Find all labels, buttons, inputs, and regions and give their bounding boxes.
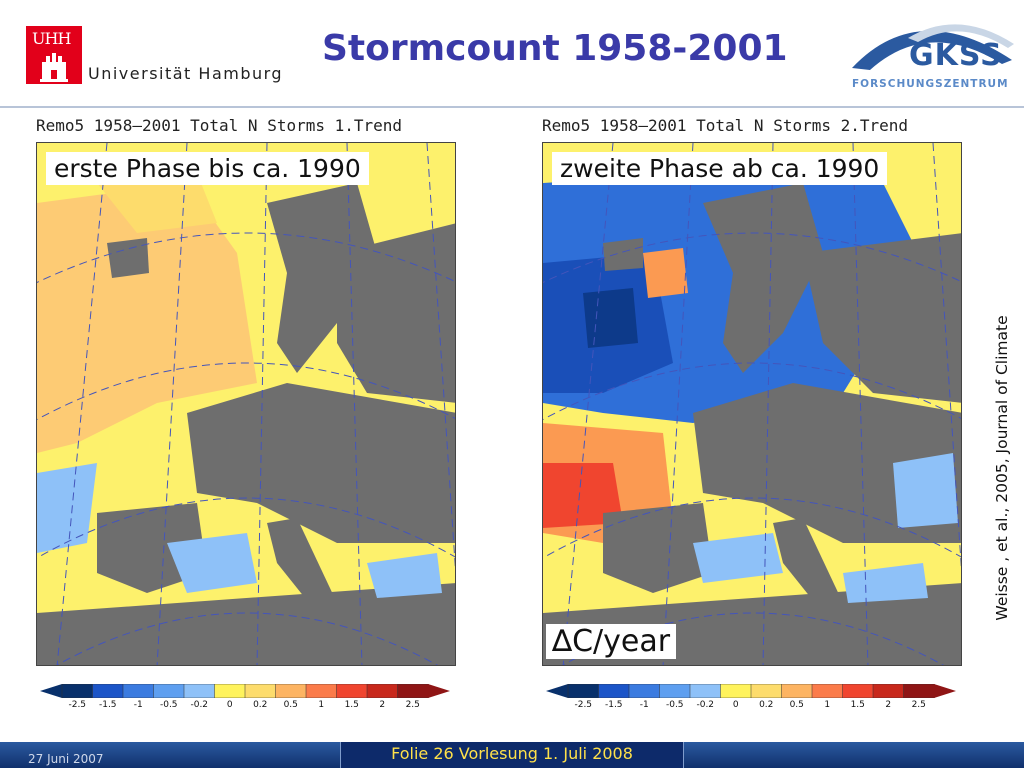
colorbar-tick-label: -1 [133, 700, 143, 710]
colorbar-segment [903, 684, 935, 698]
footer-slide-label: Folie 26 Vorlesung 1. Juli 2008 [391, 744, 633, 763]
colorbar-tick-label: 2.5 [911, 700, 926, 710]
trend-map-left [36, 142, 456, 666]
footer-date: 27 Juni 2007 [28, 752, 104, 766]
colorbar-tick-label: -0.5 [159, 700, 178, 710]
colorbar-segment [689, 684, 722, 698]
colorbar-segment [659, 684, 691, 698]
institute-name: GKSS [909, 38, 1003, 73]
trend-map-left-svg [37, 143, 455, 665]
colorbar-tick-label: 0 [226, 700, 233, 710]
colorbar-segment [366, 684, 399, 698]
colorbar-segment [244, 684, 277, 698]
colorbar-segment [214, 684, 246, 698]
colorbar-tick-label: 0.5 [789, 700, 804, 710]
colorbar-tick-label: 1 [824, 700, 831, 710]
colorbar-segment [275, 684, 307, 698]
colorbar-tick-label: 0.2 [253, 700, 268, 710]
colorbar-segment [598, 684, 630, 698]
university-name: Universität Hamburg [88, 64, 284, 83]
colorbar-segment [842, 684, 874, 698]
colorbar-tick-label: -1 [639, 700, 649, 710]
colorbar-tick-label: 1 [318, 700, 325, 710]
colorbar-segment [336, 684, 368, 698]
colorbar-tick-label: 2.5 [405, 700, 420, 710]
colorbar-tick-label: -0.2 [696, 700, 715, 710]
colorbar-tick-label: -1.5 [98, 700, 117, 710]
colorbar-max-arrow [428, 684, 450, 698]
colorbar-tick-label: 0.2 [759, 700, 774, 710]
colorbar-tick-label: -0.5 [665, 700, 684, 710]
colorbar-tick-label: -0.2 [190, 700, 209, 710]
university-logo-text: UHH [32, 29, 71, 48]
citation: Weisse , et al., 2005, Journal of Climat… [993, 315, 1011, 621]
colorbar-segment [153, 684, 185, 698]
panel-caption-right: Remo5 1958—2001 Total N Storms 2.Trend [542, 116, 909, 135]
colorbar-min-arrow [40, 684, 62, 698]
colorbar-segment [872, 684, 905, 698]
colorbar-segment [92, 684, 124, 698]
colorbar-segment [811, 684, 844, 698]
colorbar-tick-label: -1.5 [604, 700, 623, 710]
trend-map-right [542, 142, 962, 666]
colorbar-segment [781, 684, 813, 698]
gkss-swoosh-icon [852, 24, 1014, 70]
colorbar-tick-label: 1.5 [344, 700, 359, 710]
colorbar-tick-label: -2.5 [68, 700, 87, 710]
colorbar-tick-label: 2 [379, 700, 386, 710]
colorbar-segment [305, 684, 338, 698]
page-title: Stormcount 1958-2001 [322, 28, 788, 69]
colorbar-segment [397, 684, 429, 698]
colorbar-right [546, 684, 956, 698]
colorbar-segment [61, 684, 94, 698]
colorbar-segment [750, 684, 783, 698]
trend-map-right-svg [543, 143, 961, 665]
colorbar-tick-label: 0.5 [283, 700, 298, 710]
colorbar-min-arrow [546, 684, 568, 698]
institute-subtitle: FORSCHUNGSZENTRUM [852, 78, 1009, 90]
colorbar-tick-label: 1.5 [850, 700, 865, 710]
header-divider [0, 106, 1024, 108]
university-logo: UHH [26, 26, 82, 84]
colorbar-segment [567, 684, 600, 698]
colorbar-tick-label: 0 [732, 700, 739, 710]
colorbar-segment [720, 684, 752, 698]
colorbar-segment [122, 684, 155, 698]
colorbar-max-arrow [934, 684, 956, 698]
footer-slide-box [340, 742, 684, 768]
colorbar-tick-label: -2.5 [574, 700, 593, 710]
colorbar-left [40, 684, 450, 698]
castle-icon [40, 53, 68, 82]
colorbar-tick-label: 2 [885, 700, 892, 710]
panel-caption-left: Remo5 1958—2001 Total N Storms 1.Trend [36, 116, 403, 135]
unit-label: ∆C/year [546, 624, 677, 659]
phase-label-left: erste Phase bis ca. 1990 [46, 152, 369, 185]
colorbar-segment [628, 684, 661, 698]
colorbar-segment [183, 684, 216, 698]
phase-label-right: zweite Phase ab ca. 1990 [552, 152, 888, 185]
